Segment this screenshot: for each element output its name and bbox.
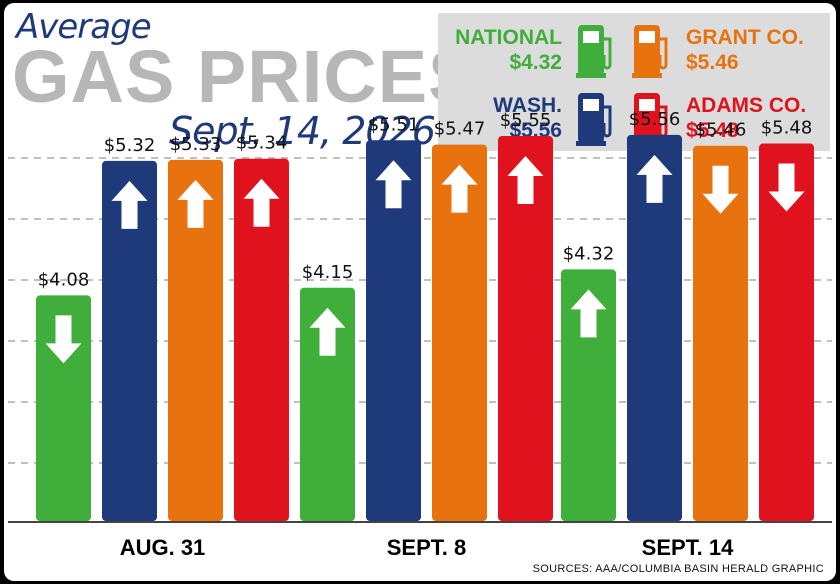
bar-wash — [366, 140, 421, 522]
arrow-up-icon — [111, 180, 148, 229]
bar-national — [300, 287, 355, 521]
bar-value-label: $5.34 — [236, 133, 288, 154]
arrow-up-icon — [507, 155, 544, 204]
legend-label-national: NATIONAL — [455, 26, 562, 49]
bar-national — [36, 295, 91, 521]
legend-price-national: $4.32 — [509, 51, 562, 74]
bar-value-label: $4.32 — [563, 243, 615, 264]
bar-value-label: $5.32 — [104, 135, 156, 156]
arrow-up-icon — [243, 178, 280, 227]
arrow-up-icon — [636, 154, 673, 203]
bar-value-label: $4.08 — [38, 269, 90, 290]
source-credit: SOURCES: AAA/COLUMBIA BASIN HERALD GRAPH… — [532, 563, 824, 575]
arrow-up-icon — [309, 307, 346, 356]
bar-grant-co — [693, 145, 748, 521]
bar-wash — [102, 160, 157, 521]
x-axis-category-label: AUG. 31 — [120, 535, 206, 560]
title-average: Average — [16, 7, 152, 47]
legend-price-grant: $5.46 — [686, 51, 739, 74]
legend: NATIONAL $4.32 GRANT CO. $5.46 WASH. $5.… — [438, 13, 830, 151]
bar-wash — [627, 134, 682, 521]
bar-value-label: $5.46 — [695, 120, 747, 141]
bar-value-label: $4.15 — [302, 262, 354, 283]
bar-value-label: $5.47 — [434, 119, 486, 140]
bar-value-label: $5.55 — [500, 110, 552, 131]
gas-pump-icon — [576, 23, 616, 84]
arrow-down-icon — [702, 165, 739, 214]
arrow-up-icon — [570, 289, 607, 338]
gas-pump-icon — [576, 91, 616, 152]
bar-value-label: $5.33 — [170, 134, 222, 155]
infographic-frame: Average GAS PRICES Sept. 14, 2026 NATION… — [4, 3, 836, 581]
legend-label-grant: GRANT CO. — [686, 26, 804, 49]
legend-item-national: NATIONAL $4.32 — [438, 25, 562, 75]
bar-chart: $4.08 $5.32 $5.33 $5.34 AUG. 31 $4.15 $5.51 $5.… — [8, 109, 832, 560]
arrow-down-icon — [768, 163, 805, 212]
arrow-up-icon — [441, 164, 478, 213]
legend-item-grant: GRANT CO. $5.46 — [686, 25, 804, 75]
arrow-up-icon — [375, 160, 412, 209]
bar-national — [561, 269, 616, 521]
title-gas-prices: GAS PRICES — [12, 35, 479, 118]
bar-value-label: $5.56 — [629, 109, 681, 130]
bar-value-label: $5.51 — [368, 114, 420, 135]
arrow-up-icon — [177, 179, 214, 228]
legend-item-adams: ADAMS CO. $5.48 — [686, 93, 806, 143]
bar-adams-co — [759, 143, 814, 522]
legend-label-wash: WASH. — [493, 94, 562, 117]
x-axis-category-label: SEPT. 14 — [642, 535, 734, 560]
bar-adams-co — [234, 158, 289, 521]
legend-label-adams: ADAMS CO. — [686, 94, 807, 117]
bar-grant-co — [432, 144, 487, 521]
bar-grant-co — [168, 159, 223, 522]
bar-adams-co — [498, 135, 553, 521]
x-axis-category-label: SEPT. 8 — [387, 535, 466, 560]
bar-value-label: $5.48 — [761, 118, 813, 139]
arrow-down-icon — [45, 315, 82, 364]
legend-price-adams: $5.48 — [686, 119, 739, 142]
gas-pump-icon — [632, 23, 672, 84]
